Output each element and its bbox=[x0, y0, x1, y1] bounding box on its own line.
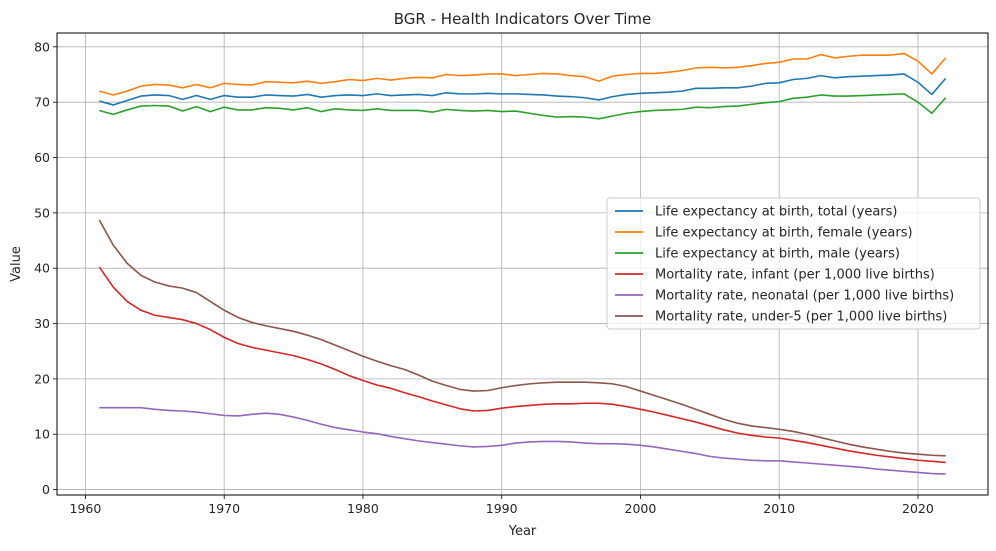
x-tick-label: 2000 bbox=[625, 501, 657, 516]
legend-label: Life expectancy at birth, female (years) bbox=[655, 226, 913, 241]
legend-label: Life expectancy at birth, male (years) bbox=[655, 247, 900, 262]
x-tick-label: 2020 bbox=[902, 501, 934, 516]
series-line-3 bbox=[99, 93, 947, 120]
series-line-2 bbox=[99, 52, 947, 96]
y-tick-label: 60 bbox=[34, 150, 50, 165]
series-line-5 bbox=[99, 406, 946, 475]
y-tick-label: 40 bbox=[34, 261, 50, 276]
y-tick-label: 20 bbox=[34, 371, 50, 386]
y-tick-label: 0 bbox=[42, 482, 50, 497]
legend-label: Mortality rate, under-5 (per 1,000 live … bbox=[655, 310, 947, 325]
legend: Life expectancy at birth, total (years) L… bbox=[606, 197, 981, 330]
legend-label: Mortality rate, infant (per 1,000 live b… bbox=[655, 268, 935, 283]
plot-frame bbox=[56, 32, 989, 496]
x-axis-label: Year bbox=[508, 524, 537, 539]
y-tick-label: 30 bbox=[34, 316, 50, 331]
y-tick-label: 80 bbox=[34, 39, 50, 54]
legend-label: Life expectancy at birth, total (years) bbox=[655, 205, 897, 220]
x-tick-label: 1970 bbox=[208, 501, 240, 516]
y-axis-label: Value bbox=[9, 246, 24, 282]
axis-ticks: 1960 1970 1980 1990 2000 2010 2020 0 10 20 30 40 50 6… bbox=[34, 39, 934, 516]
chart-title: BGR - Health Indicators Over Time bbox=[394, 10, 651, 28]
series-line-1 bbox=[99, 73, 947, 106]
x-tick-label: 1960 bbox=[70, 501, 102, 516]
legend-items: Life expectancy at birth, total (years) L… bbox=[615, 205, 954, 325]
y-tick-label: 70 bbox=[34, 95, 50, 110]
series-line-6 bbox=[98, 219, 946, 457]
legend-label: Mortality rate, neonatal (per 1,000 live… bbox=[655, 289, 954, 304]
legend-box bbox=[606, 197, 981, 330]
x-tick-label: 1990 bbox=[486, 501, 518, 516]
x-tick-label: 2010 bbox=[763, 501, 795, 516]
series-line-4 bbox=[98, 266, 946, 464]
y-tick-label: 50 bbox=[34, 205, 50, 220]
x-tick-label: 1980 bbox=[347, 501, 379, 516]
series-lines bbox=[98, 52, 947, 475]
y-tick-label: 10 bbox=[34, 427, 50, 442]
